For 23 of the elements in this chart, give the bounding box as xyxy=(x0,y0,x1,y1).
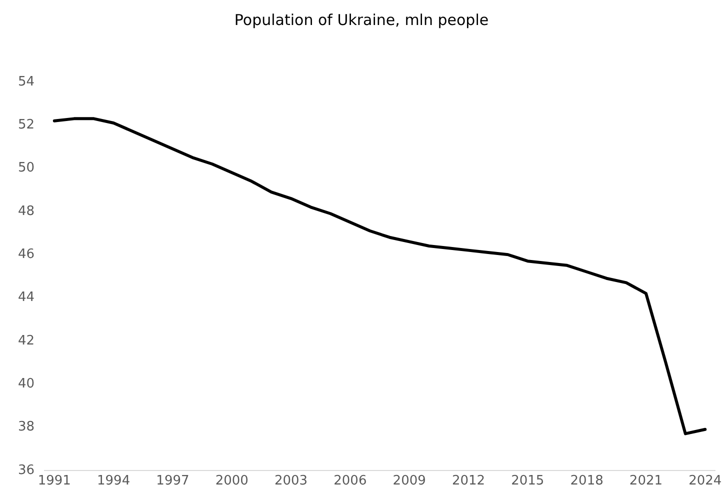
y-tick-label: 38 xyxy=(18,420,35,435)
x-tick-label: 2015 xyxy=(511,474,544,489)
y-tick-label: 40 xyxy=(18,376,35,392)
y-tick-label: 52 xyxy=(18,118,35,133)
x-tick-label: 2006 xyxy=(334,474,367,489)
x-tick-label: 2012 xyxy=(452,474,486,489)
x-tick-label: 2024 xyxy=(688,474,722,489)
x-tick-label: 2018 xyxy=(570,474,604,489)
y-tick-label: 50 xyxy=(18,160,35,176)
chart-title: Population of Ukraine, mln people xyxy=(234,10,489,29)
x-tick-label: 1994 xyxy=(97,474,130,489)
x-tick-label: 1997 xyxy=(156,474,190,489)
y-tick-label: 48 xyxy=(18,204,35,219)
x-tick-label: 2003 xyxy=(274,474,308,489)
y-tick-label: 54 xyxy=(18,74,35,90)
y-tick-label: 42 xyxy=(18,333,35,348)
y-tick-label: 44 xyxy=(18,290,35,306)
y-tick-label: 46 xyxy=(18,246,35,262)
x-tick-label: 2009 xyxy=(392,474,426,489)
y-tick-label: 36 xyxy=(18,462,35,478)
x-tick-label: 1991 xyxy=(38,474,71,489)
x-tick-label: 2000 xyxy=(215,474,248,489)
x-tick-label: 2021 xyxy=(629,474,663,489)
